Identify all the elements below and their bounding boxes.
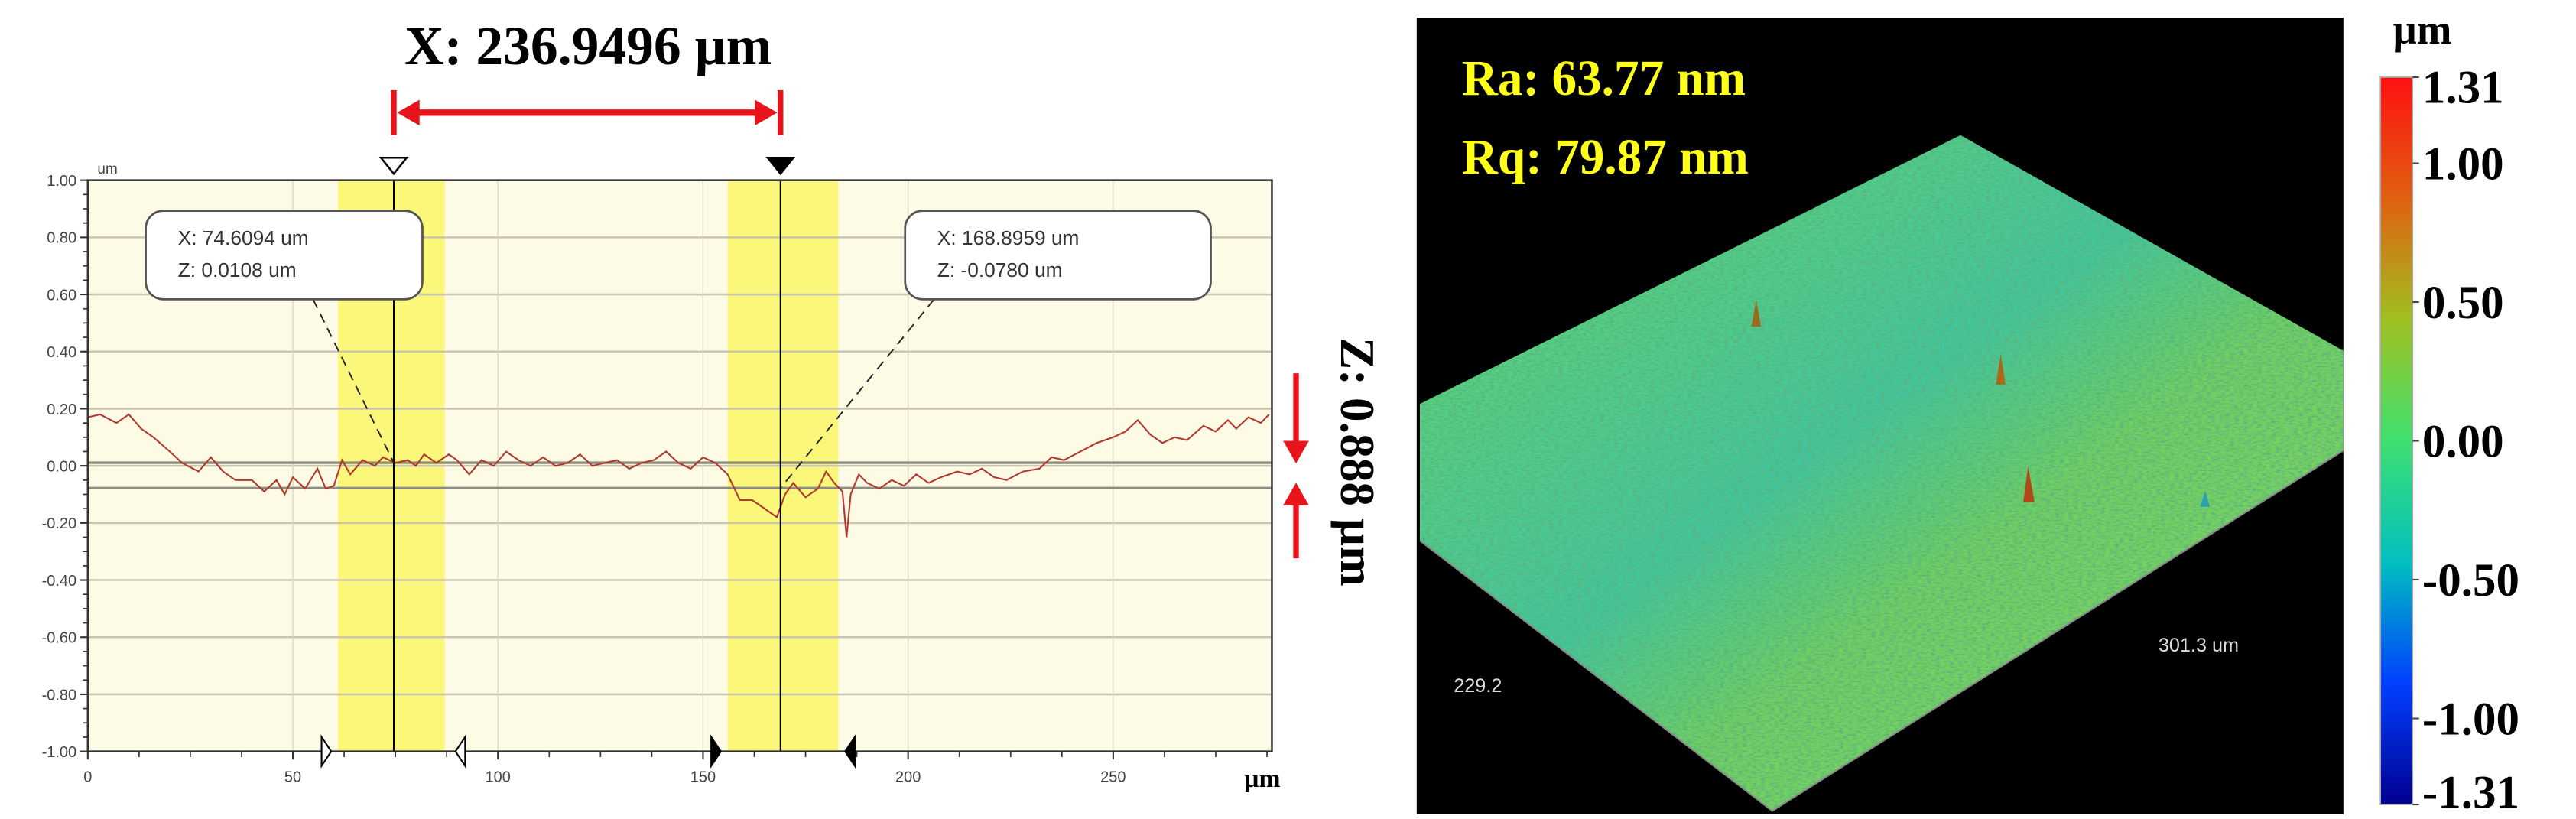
y-tick-label: 0.80 xyxy=(47,230,76,247)
cursor-marker-icon xyxy=(765,156,796,176)
colorbar-tick-label: 1.00 xyxy=(2422,139,2504,190)
y-tick-label: -0.80 xyxy=(42,687,77,704)
spike xyxy=(1996,353,2006,385)
y-tick-label: 0.00 xyxy=(47,459,76,476)
surface-spikes xyxy=(1751,299,2211,507)
height-annotation: Z: 0.888 µm xyxy=(1330,337,1384,587)
x-tick-label: 100 xyxy=(486,769,511,786)
y-tick-label: -0.20 xyxy=(42,515,77,532)
ra-value: Ra: 63.77 nm xyxy=(1462,51,1746,106)
height-arrows xyxy=(1283,373,1309,559)
range-marker-left-icon xyxy=(454,734,466,769)
callout-leader xyxy=(312,298,395,463)
spike xyxy=(2023,466,2035,502)
profile-chart: X: 236.9496 µm 1.00 0.80 0.60 0.40 0.20 0.00 -… xyxy=(42,16,1384,793)
x-axis-unit: µm xyxy=(1244,765,1280,793)
y-tick-label: -1.00 xyxy=(42,744,77,761)
y-axis-unit: um xyxy=(97,161,117,177)
callout-leader xyxy=(780,298,935,489)
chart-title: X: 236.9496 µm xyxy=(404,16,772,76)
rq-value: Rq: 79.87 nm xyxy=(1462,130,1749,185)
surface-axis-lines xyxy=(1419,450,2344,812)
axis-label-left: 229.2 xyxy=(1454,675,1502,697)
callout-box xyxy=(145,210,424,301)
spike xyxy=(2200,490,2211,507)
range-marker-left-icon xyxy=(844,734,856,769)
colorbar-tick-label: 0.50 xyxy=(2422,278,2504,329)
surface-view: Ra: 63.77 nm Rq: 79.87 nm 229.2 301.3 um… xyxy=(1416,6,2519,818)
y-tick-label: 1.00 xyxy=(47,173,76,190)
callout-x-value: X: 74.6094 um xyxy=(178,226,309,249)
callout-z-value: Z: -0.0780 um xyxy=(937,258,1063,281)
profile-line xyxy=(87,413,1270,538)
colorbar xyxy=(2379,76,2414,805)
y-tick-label: -0.60 xyxy=(42,630,77,647)
x-tick-label: 150 xyxy=(690,769,716,786)
callout-x-value: X: 168.8959 um xyxy=(937,226,1080,249)
arrow-right-head-icon xyxy=(755,99,778,126)
colorbar-tick-label: -1.00 xyxy=(2422,694,2519,746)
y-tick-label: 0.60 xyxy=(47,287,76,304)
arrow-left-head-icon xyxy=(397,99,420,126)
down-arrow-icon xyxy=(1283,440,1309,463)
spike xyxy=(1751,299,1762,327)
x-tick-label: 250 xyxy=(1100,769,1126,786)
x-tick-label: 50 xyxy=(284,769,301,786)
range-marker-right-icon xyxy=(710,734,723,769)
x-tick-label: 200 xyxy=(895,769,921,786)
callout-box xyxy=(904,210,1212,301)
colorbar-tick-label: 0.00 xyxy=(2422,417,2504,468)
axis-label-right: 301.3 um xyxy=(2159,635,2239,656)
y-tick-label: 0.20 xyxy=(47,401,76,418)
cursor-marker-icon xyxy=(378,156,409,176)
colorbar-tick-label: 1.31 xyxy=(2422,63,2504,114)
colorbar-tick-label: -0.50 xyxy=(2422,555,2519,606)
distance-arrow xyxy=(391,89,784,135)
x-tick-label: 0 xyxy=(83,769,92,786)
colorbar-unit: µm xyxy=(2392,6,2451,53)
colorbar-tick-label: -1.31 xyxy=(2422,767,2519,818)
y-tick-label: -0.40 xyxy=(42,573,77,590)
up-arrow-icon xyxy=(1283,483,1309,505)
range-marker-right-icon xyxy=(320,734,333,769)
surface-3d xyxy=(1420,135,2344,811)
callout-z-value: Z: 0.0108 um xyxy=(178,258,297,281)
y-tick-label: 0.40 xyxy=(47,344,76,361)
